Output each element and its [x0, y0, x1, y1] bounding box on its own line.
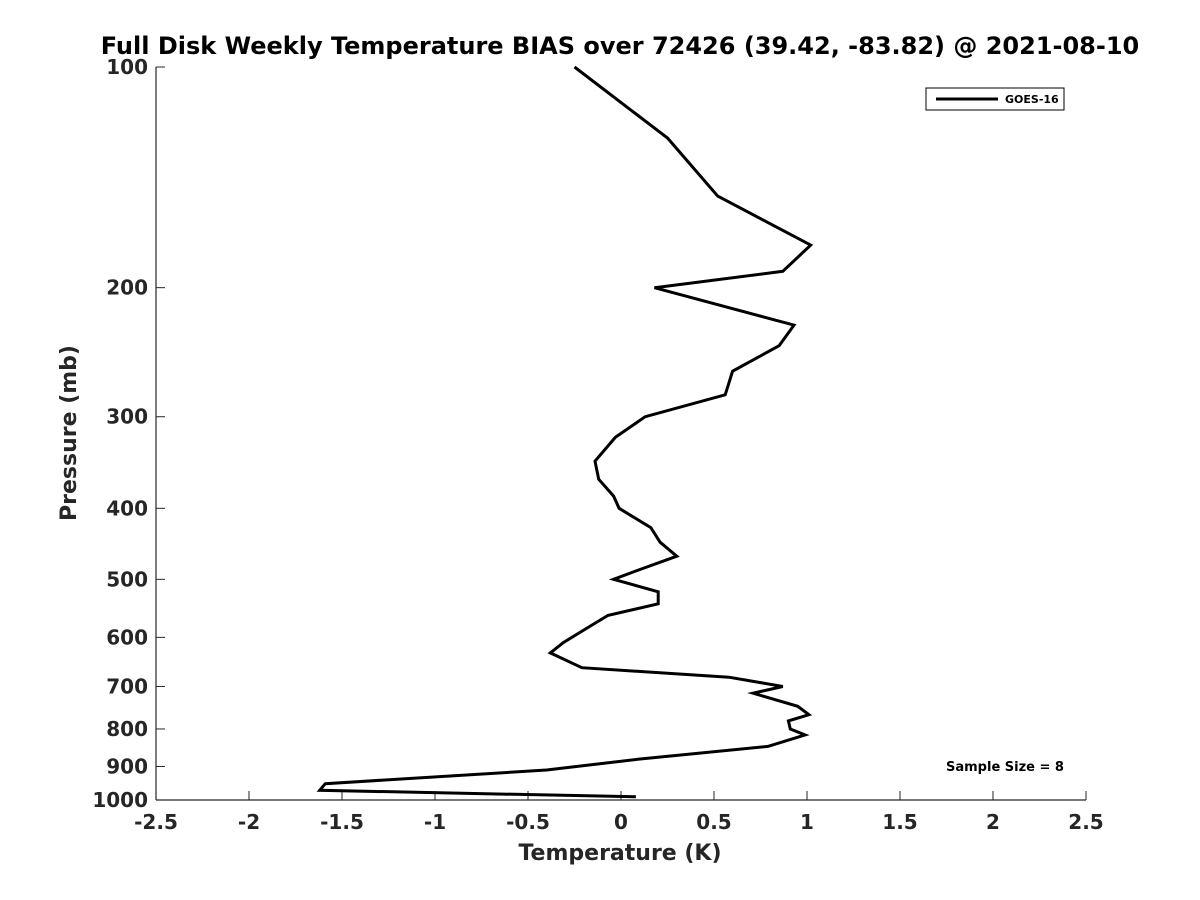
x-axis-ticks: -2.5 -2 -1.5 -1 -0.5 0 0.5 1 1.5 2 2.5 — [134, 791, 1104, 834]
y-tick-label: 900 — [106, 754, 148, 778]
series-line-goes-16 — [316, 65, 814, 799]
y-tick-label: 100 — [106, 55, 148, 79]
x-tick-label: 0 — [614, 810, 628, 834]
y-axis-label: Pressure (mb) — [57, 345, 82, 521]
y-tick-label: 300 — [106, 405, 148, 429]
y-tick-label: 400 — [106, 496, 148, 520]
y-tick-label: 200 — [106, 276, 148, 300]
chart-title: Full Disk Weekly Temperature BIAS over 7… — [101, 32, 1140, 60]
legend-label: GOES-16 — [1005, 93, 1059, 106]
y-tick-label: 500 — [106, 567, 148, 591]
x-tick-label: 1.5 — [882, 810, 917, 834]
x-tick-label: 2 — [986, 810, 1000, 834]
x-tick-label: 2.5 — [1068, 810, 1103, 834]
x-tick-label: -2.5 — [134, 810, 178, 834]
x-tick-label: -2 — [238, 810, 260, 834]
sample-size-annotation: Sample Size = 8 — [946, 760, 1064, 775]
x-tick-label: 0.5 — [696, 810, 731, 834]
y-tick-label: 800 — [106, 717, 148, 741]
x-tick-label: -0.5 — [506, 810, 550, 834]
legend: GOES-16 — [925, 87, 1065, 111]
x-axis-label: Temperature (K) — [518, 841, 721, 866]
y-axis-ticks: 100 200 300 400 500 600 700 800 900 1000 — [92, 55, 165, 812]
y-tick-label: 1000 — [92, 788, 148, 812]
x-tick-label: -1.5 — [320, 810, 364, 834]
x-tick-label: -1 — [424, 810, 446, 834]
y-tick-label: 700 — [106, 674, 148, 698]
y-tick-label: 600 — [106, 625, 148, 649]
series-layer — [316, 65, 814, 799]
x-tick-label: 1 — [800, 810, 814, 834]
